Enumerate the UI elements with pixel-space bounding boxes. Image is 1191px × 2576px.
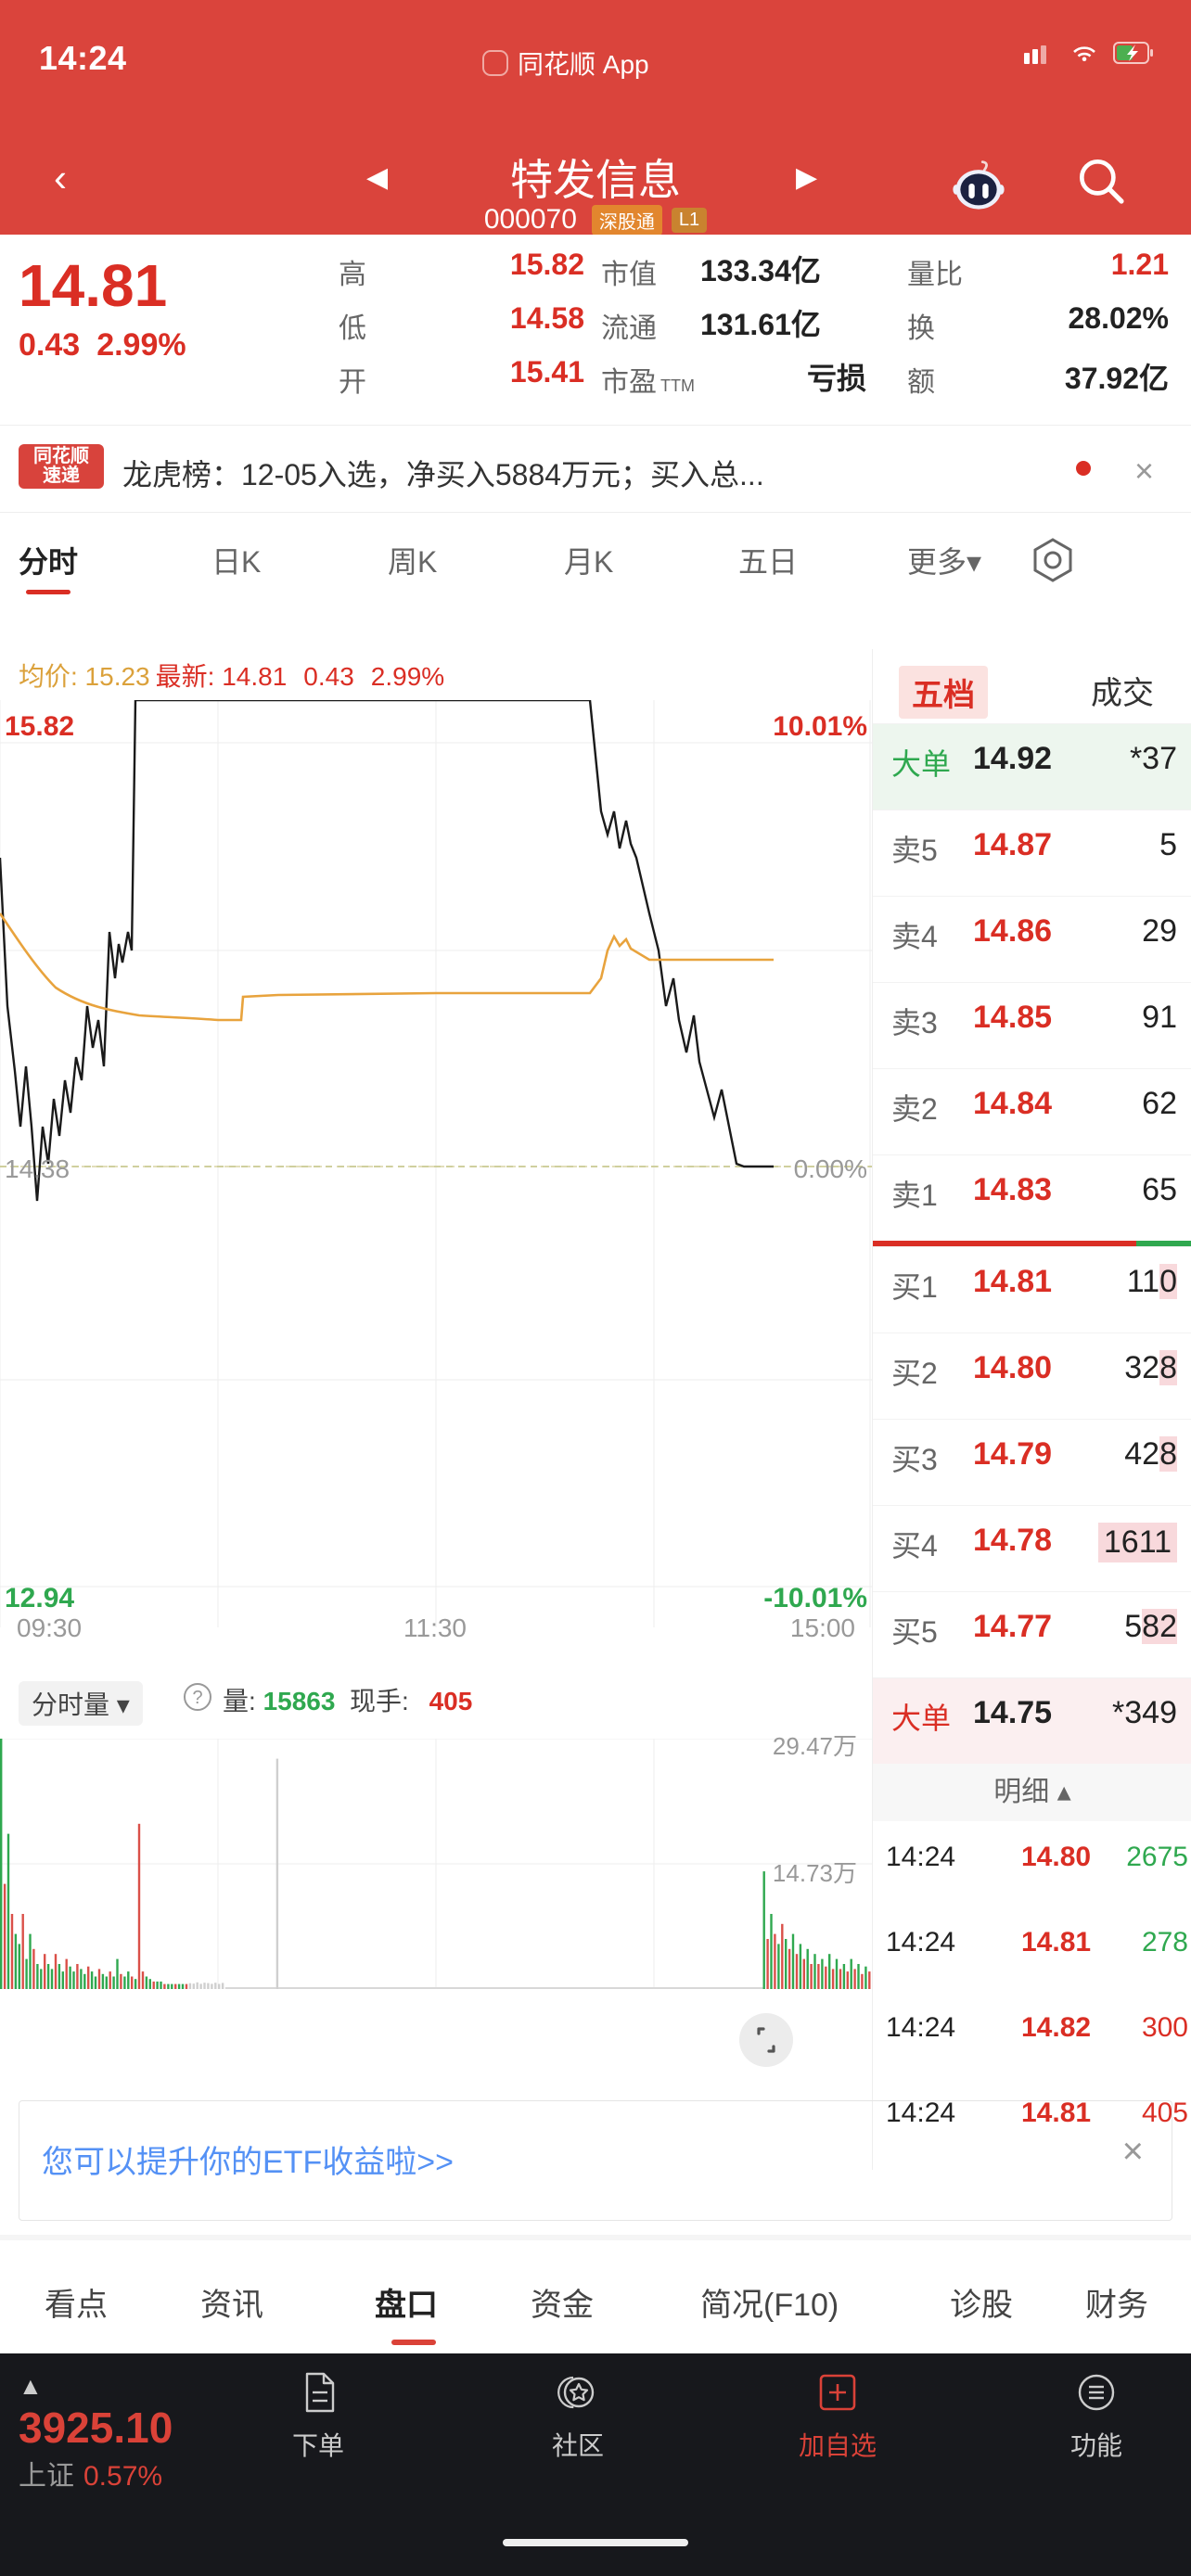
svg-text:14.38: 14.38 — [5, 1154, 70, 1183]
svg-text:0.00%: 0.00% — [794, 1154, 867, 1183]
svg-text:10.01%: 10.01% — [773, 711, 867, 742]
svg-text:12.94: 12.94 — [5, 1583, 74, 1613]
svg-text:-10.01%: -10.01% — [763, 1583, 867, 1613]
svg-text:15.82: 15.82 — [5, 711, 74, 742]
